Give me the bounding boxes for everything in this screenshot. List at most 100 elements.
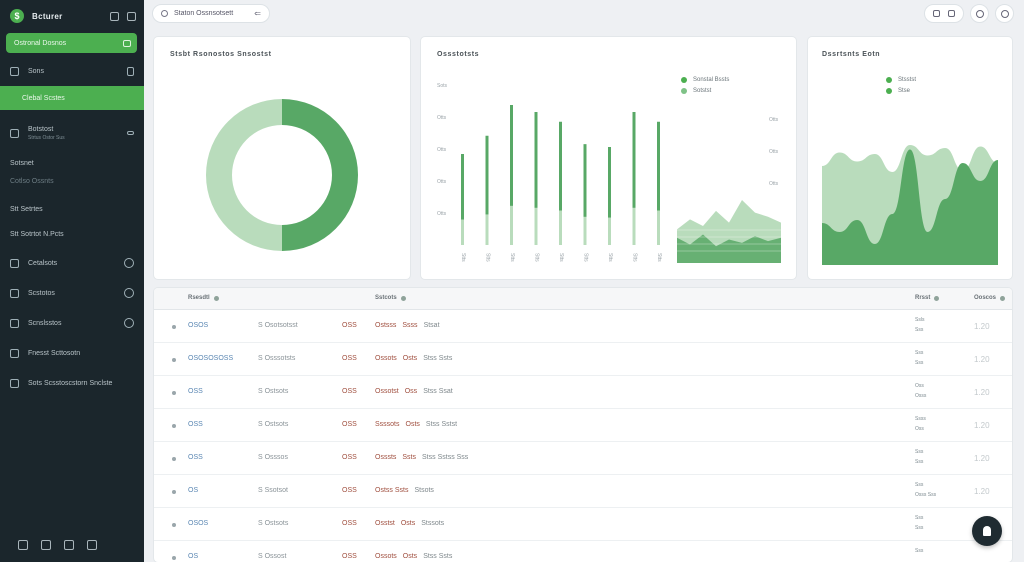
x-tick-label: Stts (632, 253, 638, 262)
row-bullet (172, 391, 176, 395)
legend-label: Stse (898, 88, 911, 94)
donut-slice (206, 99, 282, 251)
sidebar-item-3[interactable]: Botstost Strtus Ostor Sus (0, 124, 144, 142)
row-id-link[interactable]: OSS (188, 454, 203, 461)
row-tag: Osts (402, 355, 418, 362)
row-score: 1.20 (974, 322, 990, 331)
legend-item[interactable]: Stsstst (886, 77, 916, 83)
row-id-link[interactable]: OSS (188, 388, 203, 395)
row-number: OSS (342, 487, 357, 494)
sidebar: $ Bcturer Ostronal Dosnos Sons Clebal Scst… (0, 0, 144, 562)
layout-icon (933, 10, 940, 17)
table-row[interactable]: OSOSS OstsotsOSSOsststOstsStssotsSssSss1… (154, 508, 1012, 541)
sidebar-item-11[interactable]: Fnesst Scttosotn (0, 344, 144, 362)
donut-chart (206, 99, 358, 251)
sidebar-item-1[interactable]: Sons (0, 62, 144, 80)
column-header-resident[interactable]: Rsesdtl (188, 295, 219, 301)
row-id-link[interactable]: OSOS (188, 520, 209, 527)
row-status-line: Sss (915, 459, 924, 465)
row-code: S Ssotsot (258, 487, 288, 494)
notifications-button[interactable] (970, 4, 989, 23)
row-bullet (172, 424, 176, 428)
sidebar-item-label: Scstotos (28, 289, 55, 297)
row-score: 1.20 (974, 454, 990, 463)
row-id-link[interactable]: OS (188, 553, 199, 560)
row-tag: Stsots (414, 487, 434, 494)
row-id-link[interactable]: OSOS (188, 322, 209, 329)
legend-item[interactable]: Stse (886, 88, 916, 94)
sidebar-item-5[interactable]: Cotlso Ossnts (0, 172, 144, 190)
legend-swatch (886, 77, 892, 83)
sidebar-item-10[interactable]: Scnslsstos (0, 314, 144, 332)
chat-button[interactable] (972, 516, 1002, 546)
x-tick-label: Stts (460, 253, 466, 262)
sidebar-item-2[interactable]: Clebal Scstes (0, 86, 144, 110)
nav-icon (10, 288, 19, 298)
table-row[interactable]: OSS S Ostsots OSS Ssssots Osts Stss Sstst Ssss… (154, 409, 1012, 442)
row-id-link[interactable]: OSS (188, 421, 203, 428)
row-bullet (172, 457, 176, 461)
profile-button[interactable] (995, 4, 1014, 23)
row-status: Sss Sss (915, 449, 923, 465)
column-header-status[interactable]: Sstcots (375, 295, 406, 301)
bar-card-title: Ossstotsts (437, 51, 480, 58)
sidebar-item-label: Cotlso Ossnts (10, 177, 54, 185)
row-id-link[interactable]: OS (188, 487, 199, 494)
row-tags: Ossots Osts Stss Ssts (375, 355, 452, 362)
row-bullet (172, 523, 176, 527)
row-tag: Stssots (421, 520, 445, 527)
grid-icon[interactable] (110, 11, 119, 21)
row-bullet (172, 490, 176, 494)
help-icon[interactable] (41, 540, 51, 550)
sidebar-item-6[interactable]: Stt Setrtes (0, 200, 144, 218)
sidebar-item-7[interactable]: Stt Sotrtot N.Pcts (0, 225, 144, 243)
settings-icon[interactable] (127, 11, 136, 21)
sidebar-item-0[interactable]: Ostronal Dosnos (6, 33, 137, 53)
sidebar-item-12[interactable]: Sots Scsstoscstorn Snclste (0, 374, 144, 392)
donut-card-title: Stsbt Rsonostos Snsostst (170, 51, 272, 58)
row-code: S Ossost (258, 553, 287, 560)
y-tick-label-right: Otts (769, 181, 779, 187)
sidebar-item-9[interactable]: Scstotos (0, 284, 144, 302)
sidebar-item-label: Botstost (28, 125, 54, 133)
row-status-line: Ssls (915, 317, 925, 323)
nav-icon (10, 258, 19, 268)
table-row[interactable]: OSOSOSOSS S Osssotsts OSS Ossots Osts Stss Ss… (154, 343, 1012, 376)
menu-icon (127, 66, 134, 76)
column-header-score[interactable]: Ooscos (974, 295, 1006, 301)
table-row[interactable]: OSS S Ostsots OSS Ossotst Oss Stss Ssat Oss Oss… (154, 376, 1012, 409)
sidebar-item-label: Stt Setrtes (10, 205, 43, 213)
legend-item[interactable]: Sonstal Bssts (681, 77, 729, 83)
legend-item[interactable]: Sotstst (681, 88, 729, 94)
row-status-line: Osss Sss (915, 492, 937, 498)
sidebar-item-8[interactable]: Cetalsots (0, 254, 144, 272)
expand-icon[interactable] (64, 540, 74, 550)
search-icon (161, 10, 168, 17)
brand-name: Bcturer (32, 11, 63, 21)
avatar-icon (1000, 9, 1009, 18)
legend-label: Sotstst (693, 88, 712, 94)
legend-swatch (681, 88, 687, 94)
sidebar-item-4[interactable]: Sotsnet (0, 154, 144, 172)
row-status-line: Sss (915, 548, 924, 554)
workspace-selector[interactable]: Staton Ossnsotsett ⇐ (152, 4, 270, 23)
row-id-link[interactable]: OSOSOSOSS (188, 355, 234, 362)
sidebar-item-sublabel: Strtus Ostor Sus (28, 134, 65, 141)
table-row[interactable]: OS S Ssotsot OSS Ostss Ssts Stsots Sss Osss Ss… (154, 475, 1012, 508)
table-row[interactable]: OSOS S Osotsotsst OSS Ostsss Ssss Stsat Ssls Ss… (154, 310, 1012, 343)
row-status: Sss (915, 548, 923, 558)
logout-icon[interactable] (87, 540, 97, 550)
row-number: OSS (342, 553, 357, 560)
table-row[interactable]: OS S Ossost OSS Ossots Osts Stss Ssts Sss (154, 541, 1012, 562)
column-header-rrst[interactable]: Rrsst (915, 295, 940, 301)
row-number: OSS (342, 355, 357, 362)
table-row[interactable]: OSS S Osssos OSS Osssts Ssts Stss Sstss Sss Ss… (154, 442, 1012, 475)
row-tag: Osts (402, 553, 418, 560)
toggle-icon (127, 131, 134, 135)
user-icon[interactable] (18, 540, 28, 550)
view-toggle[interactable] (924, 4, 964, 23)
row-score: 1.20 (974, 355, 990, 364)
area-legend: Stsstst Stse (886, 77, 916, 94)
sidebar-item-label: Cetalsots (28, 259, 58, 267)
brand[interactable]: $ Bcturer (10, 8, 136, 24)
